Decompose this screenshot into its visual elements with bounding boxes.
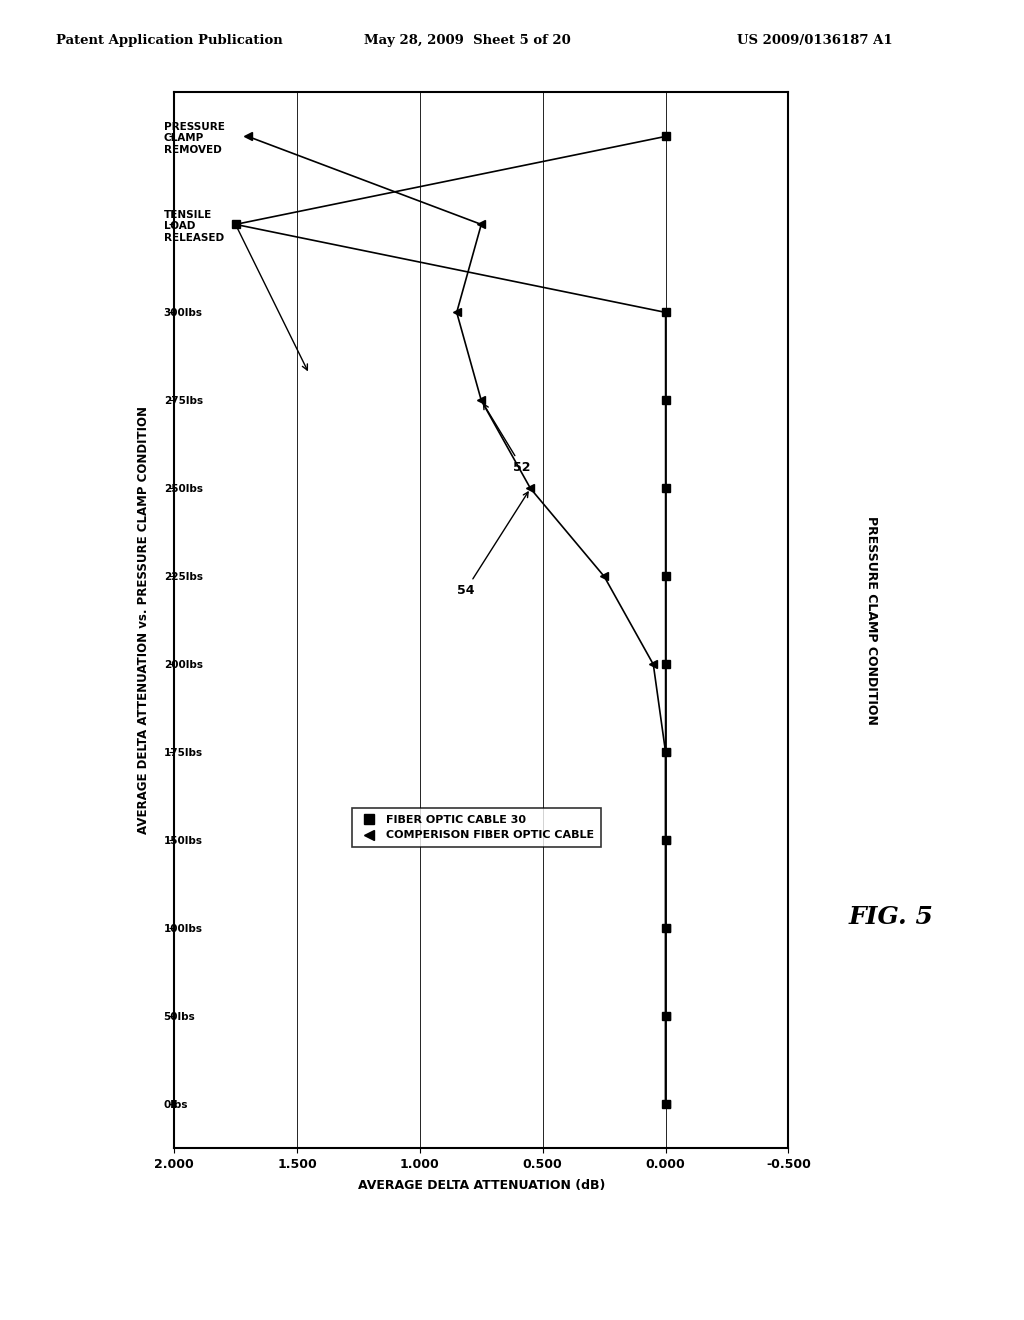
Text: FIG. 5: FIG. 5: [849, 906, 933, 929]
Text: 54: 54: [457, 492, 528, 597]
Text: May 28, 2009  Sheet 5 of 20: May 28, 2009 Sheet 5 of 20: [364, 33, 570, 46]
Text: Patent Application Publication: Patent Application Publication: [56, 33, 283, 46]
X-axis label: AVERAGE DELTA ATTENUATION (dB): AVERAGE DELTA ATTENUATION (dB): [357, 1180, 605, 1192]
Text: US 2009/0136187 A1: US 2009/0136187 A1: [737, 33, 893, 46]
Legend: FIBER OPTIC CABLE 30, COMPERISON FIBER OPTIC CABLE: FIBER OPTIC CABLE 30, COMPERISON FIBER O…: [351, 808, 601, 847]
Text: 52: 52: [483, 404, 530, 474]
Y-axis label: AVERAGE DELTA ATTENUATION vs. PRESSURE CLAMP CONDITION: AVERAGE DELTA ATTENUATION vs. PRESSURE C…: [137, 407, 150, 834]
Y-axis label: PRESSURE CLAMP CONDITION: PRESSURE CLAMP CONDITION: [865, 516, 879, 725]
